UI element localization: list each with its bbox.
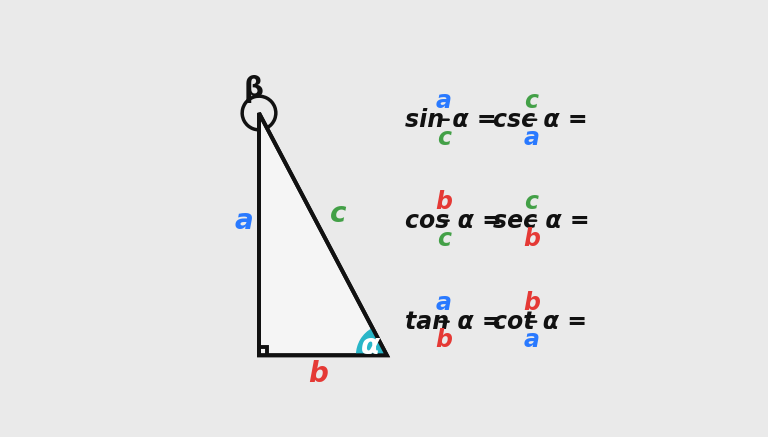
Text: c: c [329,200,346,228]
Text: sec α =: sec α = [493,209,598,232]
Text: b: b [523,227,540,251]
Text: c: c [437,126,451,150]
Text: b: b [435,190,452,214]
Text: α: α [361,332,380,360]
Text: c: c [525,190,538,214]
Text: b: b [435,328,452,352]
Text: b: b [308,360,328,388]
Text: a: a [436,89,452,113]
Text: c: c [437,227,451,251]
Text: b: b [523,291,540,315]
Text: csc α =: csc α = [493,108,596,132]
Text: a: a [524,328,540,352]
Polygon shape [259,113,387,355]
Text: a: a [234,207,253,235]
Text: a: a [524,126,540,150]
Text: c: c [525,89,538,113]
Text: cot α =: cot α = [493,310,595,333]
Wedge shape [356,329,387,355]
Text: cos α =: cos α = [406,209,511,232]
Text: a: a [436,291,452,315]
Text: tan α =: tan α = [406,310,510,333]
Text: β: β [243,76,263,104]
Text: sin α =: sin α = [406,108,505,132]
